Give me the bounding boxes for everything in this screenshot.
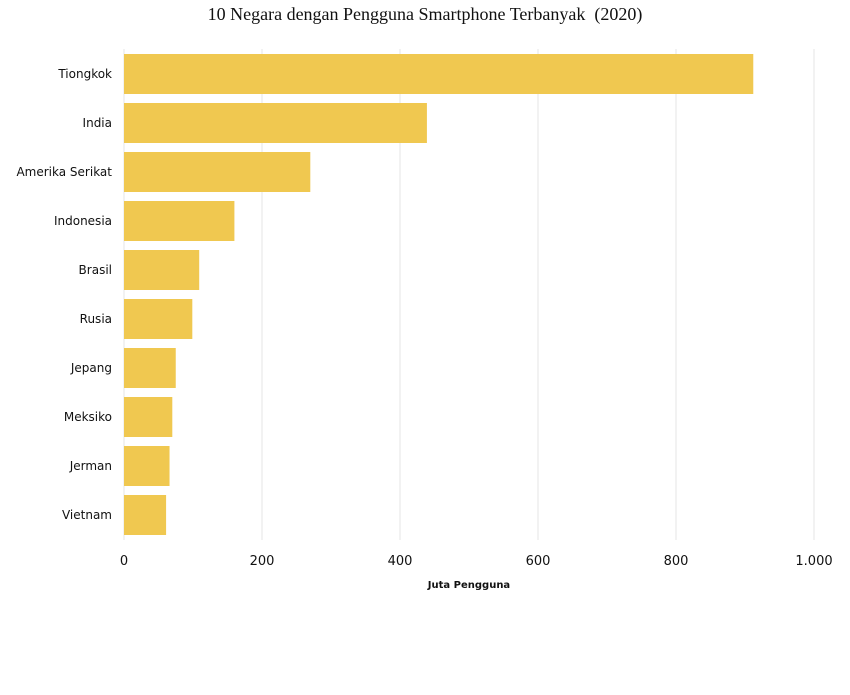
- category-label: Meksiko: [64, 410, 112, 424]
- x-tick-label: 600: [526, 554, 551, 569]
- bars: [124, 54, 754, 535]
- bar-meksiko: [124, 397, 173, 437]
- category-label: Tiongkok: [57, 67, 112, 81]
- x-tick-label: 400: [388, 554, 413, 569]
- bar-vietnam: [124, 495, 167, 535]
- x-tick-label: 0: [120, 554, 128, 569]
- category-label: Rusia: [80, 312, 112, 326]
- category-label: India: [83, 116, 112, 130]
- bar-amerika-serikat: [124, 152, 311, 192]
- chart-title: 10 Negara dengan Pengguna Smartphone Ter…: [207, 4, 643, 24]
- category-label: Amerika Serikat: [16, 165, 112, 179]
- bar-tiongkok: [124, 54, 754, 94]
- category-label: Jepang: [70, 361, 112, 375]
- bar-rusia: [124, 299, 193, 339]
- bar-jerman: [124, 446, 170, 486]
- bar-indonesia: [124, 201, 235, 241]
- bar-india: [124, 103, 427, 143]
- bar-brasil: [124, 250, 200, 290]
- category-labels: Tiongkok India Amerika Serikat Indonesia Bra…: [16, 67, 112, 522]
- category-label: Brasil: [79, 263, 112, 277]
- category-label: Jerman: [69, 459, 112, 473]
- x-axis-ticks: 0 200 400 600 800 1.000: [120, 554, 833, 569]
- x-axis-title: Juta Pengguna: [427, 580, 510, 591]
- category-label: Vietnam: [62, 508, 112, 522]
- x-tick-label: 200: [250, 554, 275, 569]
- x-tick-label: 800: [664, 554, 689, 569]
- x-tick-label: 1.000: [795, 554, 832, 569]
- category-label: Indonesia: [54, 214, 112, 228]
- bar-jepang: [124, 348, 176, 388]
